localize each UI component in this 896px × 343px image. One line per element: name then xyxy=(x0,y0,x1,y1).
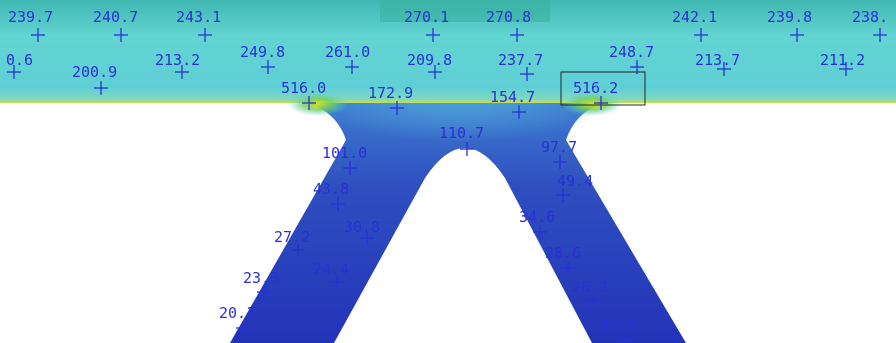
probe-label: 242.1 xyxy=(672,8,717,26)
probe-label: 27.2 xyxy=(274,228,310,246)
probe-label: 516.0 xyxy=(281,79,326,97)
probe-label: 0.6 xyxy=(6,51,33,69)
probe-label: 30.8 xyxy=(344,218,380,236)
probe-label: 23.3 xyxy=(243,269,279,287)
probe-label: 240.7 xyxy=(93,8,138,26)
probe-label: 43.8 xyxy=(313,180,349,198)
probe-label: 172.9 xyxy=(368,84,413,102)
probe-label: 110.7 xyxy=(439,124,484,142)
page: 239.7 240.7 243.1 270.1 270.8 242.1 239.8 238. 0… xyxy=(0,0,896,343)
probe-label: 238. xyxy=(852,8,888,26)
probe-label: 34.6 xyxy=(519,208,555,226)
probe-label: 261.0 xyxy=(325,43,370,61)
probe-label: 97.7 xyxy=(541,138,577,156)
probe-label: 270.1 xyxy=(404,8,449,26)
stress-plot: 239.7 240.7 243.1 270.1 270.8 242.1 239.8 238. 0… xyxy=(0,0,896,343)
probe-label: 516.2 xyxy=(573,79,618,97)
probe-label: 239.7 xyxy=(8,8,53,26)
probe-label: 20.1 xyxy=(219,304,255,322)
probe-label: 22.9 xyxy=(600,316,636,334)
probe-label: 270.8 xyxy=(486,8,531,26)
probe-label: 209.8 xyxy=(407,51,452,69)
probe-label: 237.7 xyxy=(498,51,543,69)
probe-label: 101.0 xyxy=(322,144,367,162)
probe-label: 243.1 xyxy=(176,8,221,26)
probe-label: 248.7 xyxy=(609,43,654,61)
probe-label: 28.6 xyxy=(545,244,581,262)
probe-label: 26.2 xyxy=(572,278,608,296)
probe-label: 49.4 xyxy=(557,172,593,190)
probe-label: 213.2 xyxy=(155,51,200,69)
probe-label: 239.8 xyxy=(767,8,812,26)
probe-label: 213.7 xyxy=(695,51,740,69)
probe-label: 154.7 xyxy=(490,88,535,106)
probe-label: 24.4 xyxy=(313,260,349,278)
probe-label: 200.9 xyxy=(72,63,117,81)
probe-label: 211.2 xyxy=(820,51,865,69)
probe-label: 249.8 xyxy=(240,43,285,61)
